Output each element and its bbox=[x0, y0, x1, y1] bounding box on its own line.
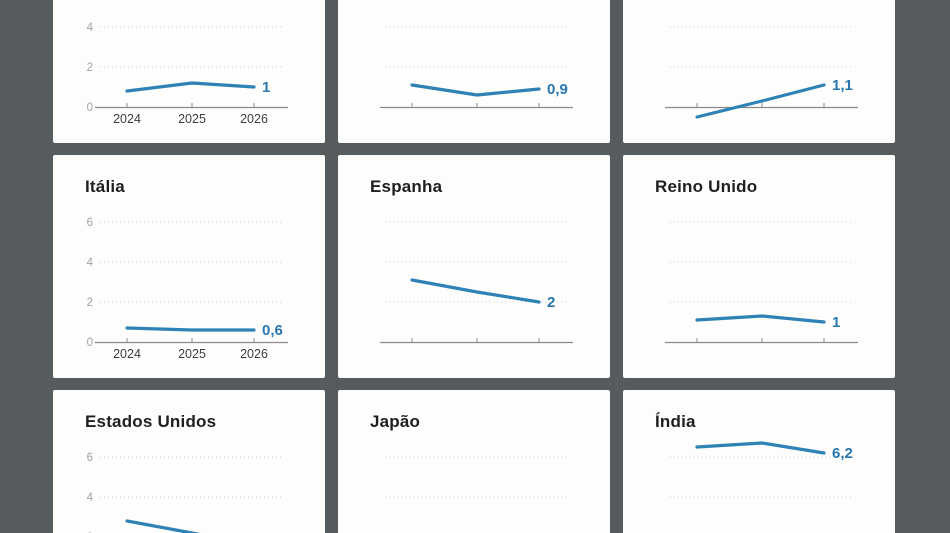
end-value-label: 2 bbox=[547, 294, 555, 311]
trend-line bbox=[410, 83, 541, 97]
line-chart: 0,9 bbox=[380, 26, 573, 109]
x-tick-label: 2024 bbox=[113, 112, 141, 126]
line-chart: 0 2 4 6 2024 2025 2026 0,6 bbox=[87, 217, 288, 361]
line-chart: 2 bbox=[380, 221, 573, 344]
line-chart: 02462024202520261 bbox=[87, 22, 288, 126]
x-tick-label: 2026 bbox=[240, 112, 268, 126]
y-tick-label: 4 bbox=[87, 22, 94, 34]
chart-card-top-left: 02462024202520261 bbox=[53, 0, 325, 143]
end-value-label: 0,9 bbox=[547, 81, 568, 98]
x-tick-label: 2025 bbox=[178, 112, 206, 126]
chart-card-italia: Itália 0 2 4 6 2024 2025 2026 0,6 bbox=[53, 155, 325, 378]
chart-card-top-right: 1,1 bbox=[623, 0, 895, 143]
trend-line bbox=[695, 314, 826, 324]
trend-line bbox=[125, 519, 201, 533]
line-chart: 6,2 bbox=[670, 441, 854, 498]
line-chart: 1,1 bbox=[665, 26, 858, 119]
y-tick-label: 6 bbox=[87, 217, 93, 229]
chart-card-india: Índia 6,2 bbox=[623, 390, 895, 533]
y-tick-label: 2 bbox=[87, 297, 93, 309]
chart-card-top-center: 0,9 bbox=[338, 0, 610, 143]
trend-line bbox=[125, 81, 256, 93]
end-value-label: 1,1 bbox=[832, 77, 853, 94]
x-tick-label: 2025 bbox=[178, 347, 206, 361]
chart-title: Índia bbox=[655, 412, 696, 431]
chart-title: Espanha bbox=[370, 177, 443, 196]
end-value-label: 0,6 bbox=[262, 322, 283, 339]
y-tick-label: 6 bbox=[87, 452, 93, 464]
chart-card-espanha: Espanha 2 bbox=[338, 155, 610, 378]
end-value-label: 6,2 bbox=[832, 445, 853, 462]
trend-line bbox=[695, 83, 826, 119]
x-tick-label: 2024 bbox=[113, 347, 141, 361]
y-tick-label: 0 bbox=[87, 102, 93, 114]
trend-line bbox=[695, 441, 826, 455]
chart-title: Japão bbox=[370, 412, 421, 431]
chart-card-reino-unido: Reino Unido 1 bbox=[623, 155, 895, 378]
y-tick-label: 2 bbox=[87, 62, 93, 74]
x-tick-label: 2026 bbox=[240, 347, 268, 361]
chart-title: Itália bbox=[85, 177, 125, 196]
line-chart: 1 bbox=[665, 221, 858, 344]
chart-card-japao: Japão bbox=[338, 390, 610, 533]
y-tick-label: 4 bbox=[87, 257, 94, 269]
y-tick-label: 0 bbox=[87, 337, 93, 349]
chart-title: Estados Unidos bbox=[85, 412, 217, 431]
trend-line bbox=[410, 278, 541, 304]
trend-line bbox=[125, 326, 256, 332]
chart-title: Reino Unido bbox=[655, 177, 758, 196]
end-value-label: 1 bbox=[262, 79, 270, 96]
line-chart bbox=[385, 456, 569, 498]
y-tick-label: 4 bbox=[87, 492, 94, 504]
end-value-label: 1 bbox=[832, 314, 840, 331]
